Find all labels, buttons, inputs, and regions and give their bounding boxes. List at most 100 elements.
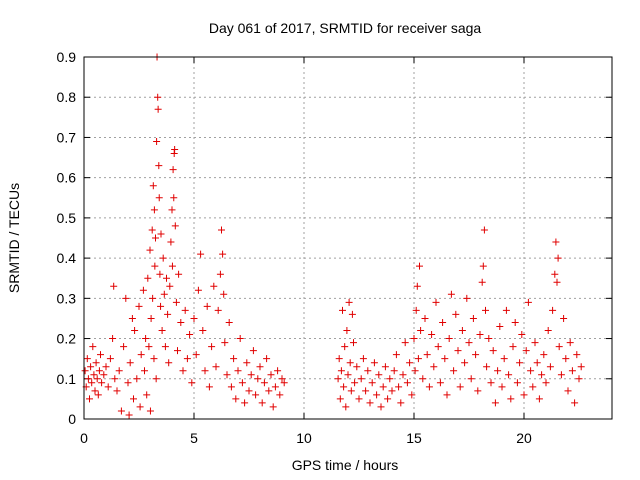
- data-point: [348, 310, 356, 318]
- data-point: [357, 375, 365, 383]
- data-point: [571, 399, 579, 407]
- data-point: [115, 367, 123, 375]
- data-point: [88, 379, 96, 387]
- data-point: [87, 363, 95, 371]
- data-point: [553, 278, 561, 286]
- data-point: [366, 399, 374, 407]
- data-point: [482, 306, 489, 314]
- data-point: [491, 399, 499, 407]
- data-point: [158, 327, 166, 335]
- data-point: [165, 359, 173, 367]
- data-point: [500, 355, 508, 363]
- data-point: [529, 383, 537, 391]
- data-point: [93, 375, 101, 383]
- data-point: [375, 371, 383, 379]
- data-point: [260, 379, 268, 387]
- data-point: [154, 105, 162, 113]
- data-point: [232, 395, 240, 403]
- data-point: [126, 359, 134, 367]
- data-point: [355, 395, 363, 403]
- data-point: [408, 391, 416, 399]
- y-tick-label: 0: [68, 411, 76, 427]
- data-point: [554, 254, 562, 262]
- data-point: [480, 226, 488, 234]
- data-point: [346, 359, 354, 367]
- data-point: [190, 314, 198, 322]
- data-point: [148, 226, 156, 234]
- data-point: [169, 166, 177, 174]
- y-tick-label: 0.1: [57, 371, 77, 387]
- data-point: [527, 367, 535, 375]
- data-point: [100, 371, 108, 379]
- data-point: [157, 230, 165, 238]
- data-point: [384, 395, 392, 403]
- data-point: [192, 351, 200, 359]
- data-point: [265, 387, 273, 395]
- data-point: [249, 347, 257, 355]
- data-point: [392, 351, 400, 359]
- data-point: [487, 379, 495, 387]
- data-point: [280, 379, 288, 387]
- data-point: [403, 379, 411, 387]
- data-point: [566, 339, 574, 347]
- data-point: [153, 137, 161, 145]
- data-point: [401, 339, 409, 347]
- data-point: [430, 363, 438, 371]
- data-point: [161, 343, 169, 351]
- data-point: [201, 367, 209, 375]
- data-point: [168, 206, 176, 214]
- data-point: [341, 343, 349, 351]
- data-point: [188, 379, 196, 387]
- data-point: [373, 391, 381, 399]
- data-point: [223, 371, 231, 379]
- data-point: [406, 359, 414, 367]
- data-point: [399, 371, 407, 379]
- data-point: [412, 306, 420, 314]
- data-point: [549, 306, 557, 314]
- data-point: [505, 371, 513, 379]
- data-point: [146, 246, 154, 254]
- data-point: [241, 399, 249, 407]
- data-point: [520, 391, 528, 399]
- x-tick-label: 0: [80, 430, 88, 446]
- data-point: [160, 290, 168, 298]
- data-point: [421, 314, 429, 322]
- data-point: [164, 310, 172, 318]
- data-point: [416, 262, 423, 270]
- data-point: [516, 359, 524, 367]
- y-axis-label: SRMTID / TECUs: [6, 183, 22, 293]
- data-point: [511, 318, 519, 326]
- data-point: [236, 335, 244, 343]
- data-point: [156, 270, 164, 278]
- data-point: [130, 395, 137, 403]
- data-point: [197, 250, 205, 258]
- data-point: [436, 379, 444, 387]
- data-point: [98, 379, 106, 387]
- data-point: [149, 294, 157, 302]
- data-point: [452, 310, 460, 318]
- data-point: [469, 314, 477, 322]
- data-point: [461, 359, 469, 367]
- data-point: [337, 367, 345, 375]
- data-point: [172, 298, 180, 306]
- x-tick-label: 15: [406, 430, 422, 446]
- axis-ticks: 0 0.1 0.2 0.3 0.4 0.5 0.6 0.7 0.8 0.9 0 5 10 15 20: [57, 49, 612, 446]
- data-point: [531, 339, 539, 347]
- data-point: [155, 162, 163, 170]
- data-point: [214, 306, 222, 314]
- data-point: [278, 375, 286, 383]
- data-point: [131, 327, 139, 335]
- data-point: [166, 282, 174, 290]
- data-point: [177, 318, 185, 326]
- data-point: [271, 383, 279, 391]
- data-point: [423, 351, 431, 359]
- data-point: [494, 367, 502, 375]
- data-point: [227, 383, 235, 391]
- data-point: [478, 278, 486, 286]
- y-tick-label: 0.8: [57, 89, 77, 105]
- data-point: [152, 234, 159, 242]
- data-point: [150, 206, 158, 214]
- data-point: [91, 387, 99, 395]
- data-point: [502, 306, 510, 314]
